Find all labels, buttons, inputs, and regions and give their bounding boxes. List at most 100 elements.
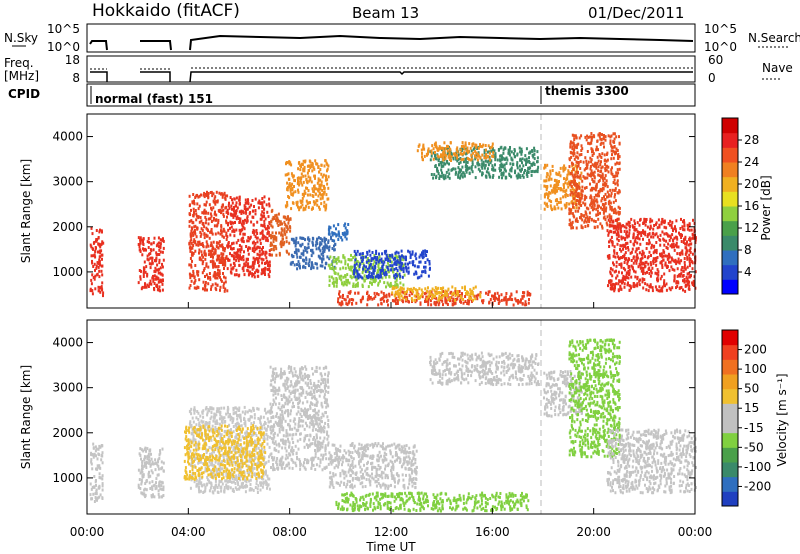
range-cell bbox=[206, 234, 208, 238]
range-cell bbox=[455, 292, 458, 296]
range-cell bbox=[393, 286, 396, 290]
range-cell bbox=[194, 438, 197, 442]
range-cell bbox=[262, 251, 265, 255]
range-cell bbox=[611, 243, 614, 247]
range-cell bbox=[302, 194, 305, 198]
range-cell bbox=[159, 449, 161, 453]
range-cell bbox=[568, 212, 571, 216]
range-cell bbox=[319, 241, 322, 245]
range-cell bbox=[235, 411, 238, 414]
range-cell bbox=[594, 220, 597, 223]
range-cell bbox=[572, 192, 575, 196]
range-cell bbox=[232, 247, 235, 250]
range-cell bbox=[597, 173, 600, 177]
range-cell bbox=[420, 148, 423, 152]
range-cell bbox=[381, 276, 384, 280]
range-cell bbox=[670, 265, 673, 269]
range-cell bbox=[290, 237, 293, 241]
range-cell bbox=[517, 175, 520, 179]
range-cell bbox=[488, 151, 491, 155]
range-cell bbox=[319, 249, 322, 253]
range-cell bbox=[615, 227, 618, 231]
range-cell bbox=[246, 215, 249, 219]
range-cell bbox=[581, 226, 584, 230]
range-cell bbox=[256, 270, 259, 274]
range-cell bbox=[217, 265, 220, 268]
range-cell bbox=[300, 172, 303, 176]
range-cell bbox=[137, 281, 140, 285]
range-cell bbox=[160, 480, 163, 484]
range-cell bbox=[464, 288, 466, 291]
range-cell bbox=[595, 145, 598, 149]
range-cell bbox=[382, 259, 385, 263]
range-cell bbox=[575, 206, 578, 210]
range-cell bbox=[161, 282, 164, 286]
range-cell bbox=[325, 237, 328, 241]
range-cell bbox=[204, 281, 207, 284]
range-cell bbox=[224, 259, 226, 263]
range-cell bbox=[334, 243, 337, 247]
range-cell bbox=[467, 166, 470, 170]
range-cell bbox=[391, 264, 394, 268]
range-cell bbox=[290, 207, 293, 211]
range-cell bbox=[427, 150, 430, 154]
range-cell bbox=[206, 242, 209, 246]
range-cell bbox=[405, 267, 408, 271]
range-cell bbox=[579, 196, 582, 200]
range-cell bbox=[266, 267, 269, 271]
range-cell bbox=[596, 209, 599, 213]
range-cell bbox=[304, 261, 307, 265]
range-cell bbox=[621, 271, 623, 275]
range-cell bbox=[676, 267, 679, 271]
range-cell bbox=[337, 223, 340, 227]
range-cell bbox=[445, 301, 448, 305]
range-cell bbox=[158, 248, 161, 252]
range-cell bbox=[513, 154, 516, 158]
range-cell bbox=[575, 136, 578, 140]
range-cell bbox=[189, 257, 192, 260]
range-cell bbox=[319, 242, 322, 246]
range-cell bbox=[573, 173, 576, 177]
range-cell bbox=[220, 192, 223, 196]
range-cell bbox=[388, 275, 391, 279]
range-cell bbox=[634, 259, 637, 263]
range-cell bbox=[590, 138, 593, 142]
range-cell bbox=[319, 187, 322, 191]
range-cell bbox=[572, 141, 575, 145]
range-cell bbox=[310, 207, 313, 211]
range-cell bbox=[614, 209, 617, 213]
range-cell bbox=[231, 201, 234, 205]
range-cell bbox=[201, 242, 204, 245]
range-cell bbox=[157, 271, 160, 275]
range-cell bbox=[658, 223, 661, 227]
range-cell bbox=[661, 289, 664, 293]
range-cell bbox=[655, 259, 658, 263]
range-cell bbox=[214, 428, 217, 432]
range-cell bbox=[144, 247, 146, 251]
range-cell bbox=[286, 201, 289, 204]
range-cell bbox=[402, 296, 405, 300]
range-cell bbox=[430, 303, 433, 307]
range-cell bbox=[430, 151, 433, 155]
range-cell bbox=[555, 180, 558, 184]
range-cell bbox=[301, 203, 304, 207]
range-cell bbox=[624, 257, 626, 261]
range-cell bbox=[372, 271, 375, 275]
range-cell bbox=[485, 170, 488, 174]
range-cell bbox=[226, 215, 228, 219]
range-cell bbox=[146, 272, 149, 276]
range-cell bbox=[224, 196, 227, 200]
range-cell bbox=[565, 204, 568, 208]
range-cell bbox=[559, 166, 562, 170]
range-cell bbox=[385, 249, 388, 253]
range-cell bbox=[428, 291, 431, 295]
range-cell bbox=[235, 211, 238, 215]
range-cell bbox=[550, 200, 553, 204]
range-cell bbox=[607, 233, 610, 237]
range-cell bbox=[353, 263, 356, 267]
range-cell bbox=[252, 215, 255, 219]
range-cell bbox=[200, 227, 203, 231]
range-cell bbox=[220, 211, 222, 215]
range-cell bbox=[624, 278, 627, 282]
range-cell bbox=[599, 211, 601, 215]
